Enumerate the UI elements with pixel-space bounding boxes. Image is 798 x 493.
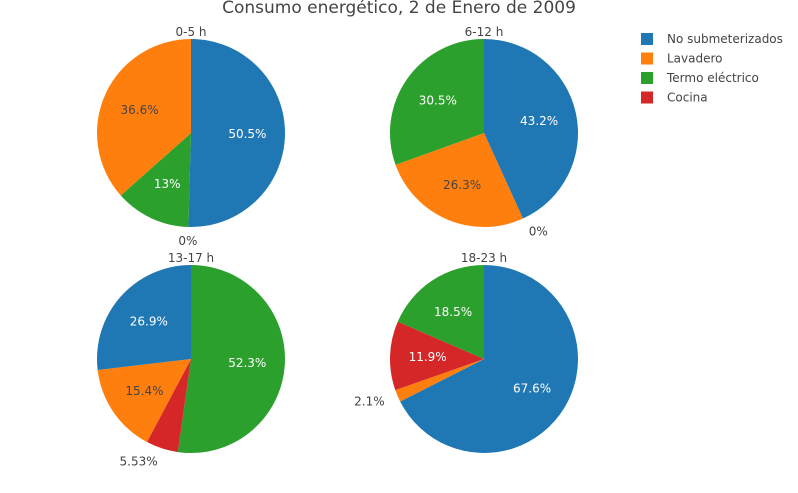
- slice-termo-electrico[interactable]: [177, 265, 285, 453]
- legend-item-no-submeterizados[interactable]: No submeterizados: [641, 32, 783, 46]
- legend-swatch: [641, 72, 653, 84]
- slice-label-cocina: 11.9%: [409, 350, 447, 364]
- legend-item-cocina[interactable]: Cocina: [641, 91, 708, 105]
- chart-title: Consumo energético, 2 de Enero de 2009: [222, 0, 576, 18]
- slice-lavadero[interactable]: [97, 359, 191, 443]
- slice-label-termo-electrico: 18.5%: [434, 305, 472, 319]
- slice-lavadero[interactable]: [395, 133, 523, 227]
- legend-label: Cocina: [667, 91, 708, 105]
- pie-title: 13-17 h: [168, 251, 214, 265]
- pie-grid: 0-5 h 50.5% 0% 13% 36.6% 6-12 h 43.2% 0% 26.3% 30…: [97, 25, 579, 469]
- legend-label: Termo eléctrico: [666, 71, 759, 85]
- slice-lavadero[interactable]: [97, 39, 191, 196]
- pie-title: 6-12 h: [465, 25, 504, 39]
- slice-termo-electrico[interactable]: [390, 39, 484, 165]
- slice-label-termo-electrico: 30.5%: [419, 94, 457, 108]
- legend-swatch: [641, 33, 653, 45]
- slice-label-termo-electrico: 52.3%: [228, 356, 266, 370]
- pie-0-5-h: 0-5 h 50.5% 0% 13% 36.6%: [97, 25, 285, 248]
- slice-label-no-submeterizados: 26.9%: [130, 315, 168, 329]
- slice-label-no-submeterizados: 43.2%: [520, 114, 558, 128]
- slice-label-no-submeterizados: 67.6%: [513, 382, 551, 396]
- slice-no-submeterizados[interactable]: [97, 265, 191, 370]
- slice-label-cocina: 5.53%: [120, 455, 158, 469]
- slice-label-lavadero: 2.1%: [354, 394, 385, 408]
- legend: No submeterizados Lavadero Termo eléctrico…: [641, 32, 783, 105]
- pie-title: 18-23 h: [461, 251, 507, 265]
- slice-no-submeterizados[interactable]: [188, 39, 285, 227]
- pie-6-12-h: 6-12 h 43.2% 0% 26.3% 30.5%: [390, 25, 579, 238]
- slice-label-termo-electrico: 13%: [154, 177, 181, 191]
- slice-label-lavadero: 36.6%: [120, 103, 158, 117]
- slice-no-submeterizados[interactable]: [400, 265, 578, 453]
- slice-cocina[interactable]: [390, 321, 484, 391]
- slice-termo-electrico[interactable]: [397, 265, 484, 359]
- pie-title: 0-5 h: [175, 25, 206, 39]
- slice-label-lavadero: 26.3%: [443, 178, 481, 192]
- legend-label: No submeterizados: [667, 32, 783, 46]
- legend-swatch: [641, 91, 653, 104]
- pie-18-23-h: 18-23 h 67.6% 2.1% 11.9% 18.5%: [354, 251, 578, 453]
- legend-item-termo-electrico[interactable]: Termo eléctrico: [641, 71, 759, 85]
- legend-swatch: [641, 52, 653, 65]
- slice-label-cocina: 0%: [178, 234, 197, 248]
- legend-label: Lavadero: [667, 52, 723, 66]
- slice-lavadero[interactable]: [395, 359, 484, 402]
- slice-cocina[interactable]: [146, 359, 191, 453]
- slice-no-submeterizados[interactable]: [484, 39, 579, 219]
- slice-label-no-submeterizados: 50.5%: [228, 127, 266, 141]
- slice-termo-electrico[interactable]: [120, 133, 191, 227]
- legend-item-lavadero[interactable]: Lavadero: [641, 52, 723, 66]
- pie-13-17-h: 13-17 h 52.3% 5.53% 15.4% 26.9%: [97, 251, 285, 469]
- slice-label-lavadero: 15.4%: [125, 384, 163, 398]
- slice-label-cocina: 0%: [529, 224, 548, 238]
